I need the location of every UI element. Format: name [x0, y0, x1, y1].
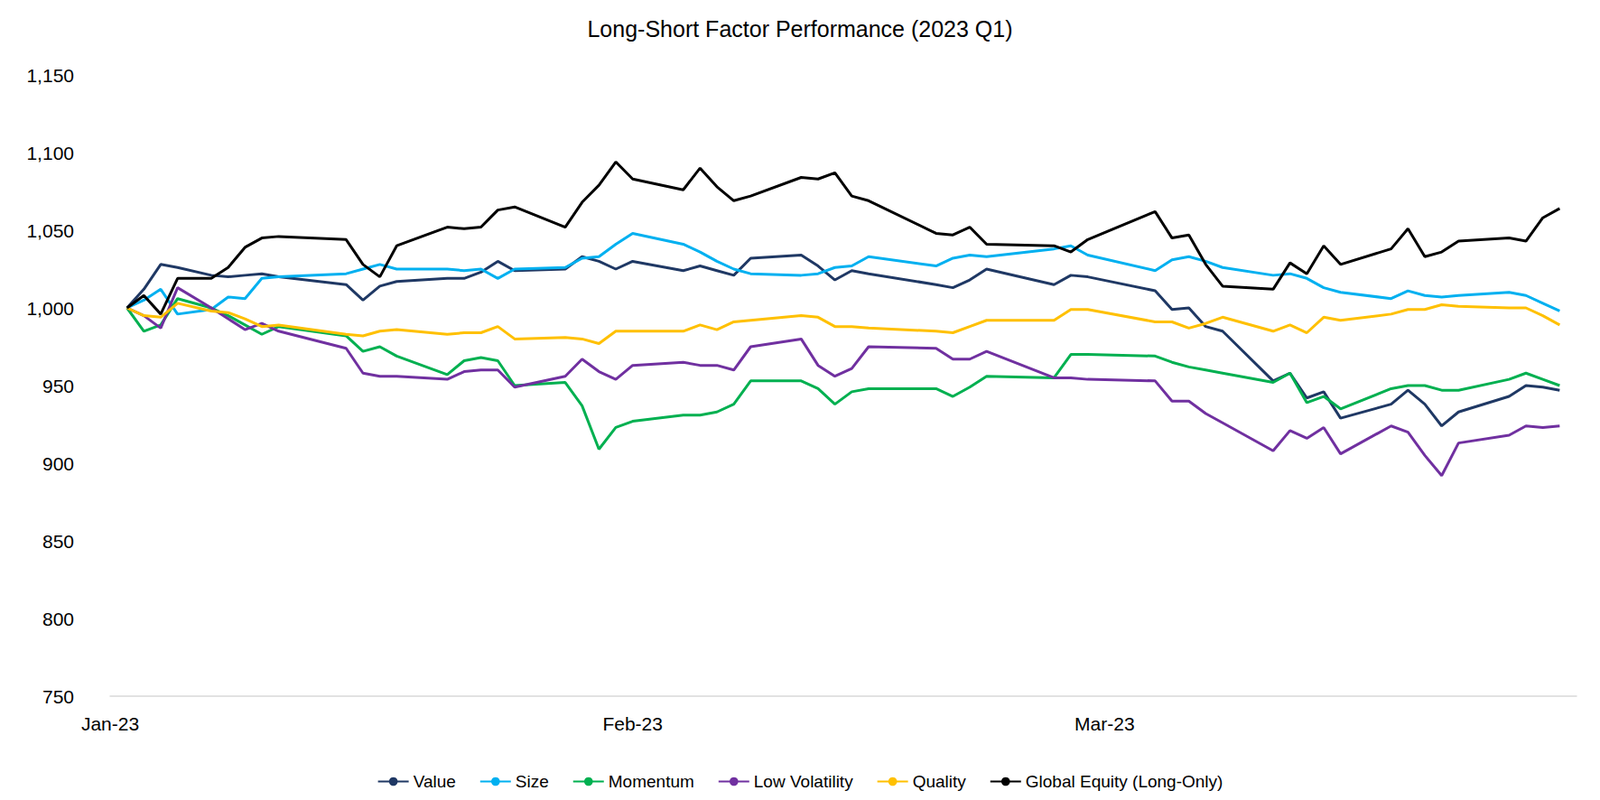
- svg-text:Value: Value: [413, 772, 456, 791]
- svg-text:Mar-23: Mar-23: [1074, 713, 1135, 735]
- svg-text:Long-Short Factor Performance: Long-Short Factor Performance (2023 Q1): [586, 16, 1013, 42]
- svg-text:850: 850: [42, 530, 75, 552]
- svg-text:1,000: 1,000: [26, 297, 75, 319]
- svg-text:Feb-23: Feb-23: [602, 713, 663, 735]
- svg-text:1,150: 1,150: [26, 65, 75, 86]
- svg-text:800: 800: [42, 608, 75, 630]
- svg-text:950: 950: [42, 375, 75, 397]
- svg-text:1,050: 1,050: [26, 220, 75, 242]
- svg-text:Size: Size: [515, 772, 549, 791]
- svg-text:900: 900: [42, 453, 75, 475]
- svg-text:1,100: 1,100: [26, 142, 75, 164]
- svg-text:Quality: Quality: [912, 772, 968, 791]
- svg-text:750: 750: [42, 686, 75, 707]
- svg-text:Low Volatility: Low Volatility: [753, 772, 854, 791]
- svg-text:Momentum: Momentum: [608, 772, 695, 791]
- svg-text:Jan-23: Jan-23: [81, 713, 140, 735]
- svg-text:Global Equity (Long-Only): Global Equity (Long-Only): [1025, 772, 1224, 791]
